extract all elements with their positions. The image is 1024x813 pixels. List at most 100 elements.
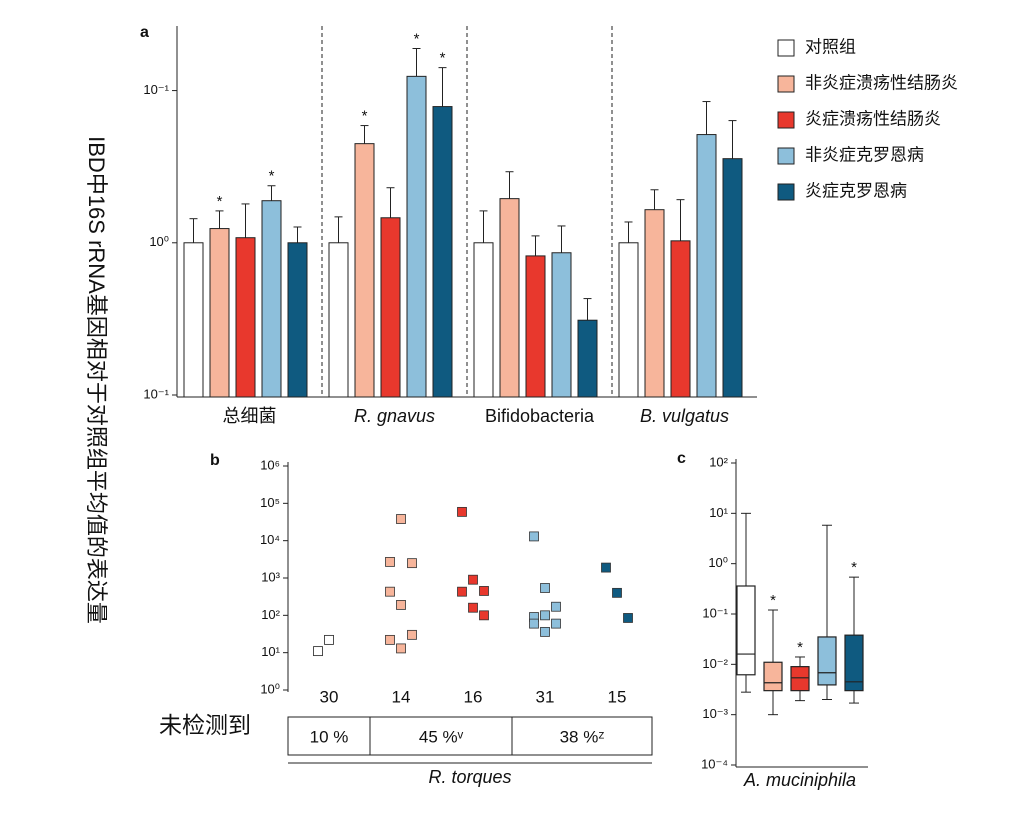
y-tick-label: 10⁻¹ bbox=[143, 386, 169, 401]
y-tick-label: 10⁻¹ bbox=[702, 605, 728, 620]
significance-mark: * bbox=[414, 30, 420, 47]
count-label: 14 bbox=[392, 687, 411, 706]
bar bbox=[380, 217, 401, 398]
point bbox=[396, 600, 406, 610]
significance-mark: * bbox=[362, 108, 368, 125]
bar bbox=[525, 255, 546, 398]
y-tick-label: 10⁴ bbox=[260, 532, 280, 547]
count-label: 31 bbox=[536, 687, 555, 706]
y-tick-label: 10⁶ bbox=[260, 457, 280, 472]
legend-swatch bbox=[777, 147, 795, 165]
y-tick-label: 10⁵ bbox=[260, 495, 280, 510]
y-tick-label: 10² bbox=[261, 607, 280, 622]
bar bbox=[261, 200, 282, 398]
significance-mark: * bbox=[269, 168, 275, 185]
bar bbox=[406, 75, 427, 398]
point bbox=[623, 613, 633, 623]
significance-mark: * bbox=[217, 193, 223, 210]
category-label: R. gnavus bbox=[354, 406, 435, 426]
y-tick-label: 10⁰ bbox=[149, 234, 169, 249]
point bbox=[468, 602, 478, 613]
box bbox=[844, 634, 864, 692]
not-detected-cell: 45 %ᵛ bbox=[419, 727, 464, 746]
point bbox=[385, 586, 395, 597]
x-axis-label: A. muciniphila bbox=[743, 770, 856, 790]
y-tick-label: 10² bbox=[709, 454, 728, 469]
legend-label: 非炎症克罗恩病 bbox=[805, 145, 924, 164]
legend-swatch bbox=[777, 39, 795, 57]
panel-letter: c bbox=[677, 450, 686, 467]
table-frame bbox=[287, 716, 653, 756]
not-detected-label: 未检测到 bbox=[159, 712, 251, 738]
box bbox=[790, 666, 810, 692]
bar bbox=[287, 242, 308, 398]
y-tick-label: 10⁰ bbox=[260, 681, 280, 696]
bar bbox=[473, 242, 494, 398]
bar bbox=[722, 158, 743, 398]
legend-label: 对照组 bbox=[805, 37, 856, 56]
point bbox=[324, 634, 334, 645]
y-tick-label: 10¹ bbox=[261, 644, 280, 659]
bar bbox=[551, 252, 572, 398]
bar bbox=[577, 319, 598, 398]
not-detected-cell: 10 % bbox=[310, 727, 349, 746]
y-tick-label: 10³ bbox=[261, 569, 280, 584]
legend-swatch bbox=[777, 75, 795, 93]
point bbox=[407, 629, 417, 640]
bar bbox=[670, 240, 691, 398]
point bbox=[479, 586, 489, 596]
point bbox=[468, 574, 478, 585]
bar bbox=[499, 198, 520, 398]
panel-letter: b bbox=[210, 452, 220, 469]
significance-mark: * bbox=[797, 639, 803, 656]
shared-y-label: IBD中16S rRNA基因相对于对照组平均值的表达量 bbox=[84, 136, 109, 624]
bar bbox=[432, 106, 453, 398]
bar bbox=[696, 134, 717, 398]
point bbox=[540, 626, 550, 637]
panel-letter: a bbox=[140, 24, 149, 41]
bar bbox=[354, 143, 375, 398]
significance-mark: * bbox=[851, 559, 857, 576]
point bbox=[540, 610, 550, 621]
legend-label: 非炎症溃疡性结肠炎 bbox=[805, 73, 958, 92]
point bbox=[385, 634, 395, 645]
bar bbox=[618, 242, 639, 398]
box bbox=[817, 636, 837, 686]
point bbox=[601, 562, 611, 573]
y-tick-label: 10⁻¹ bbox=[143, 82, 169, 97]
y-tick-label: 10⁻³ bbox=[702, 706, 728, 721]
legend-label: 炎症克罗恩病 bbox=[805, 181, 907, 200]
category-label: B. vulgatus bbox=[640, 406, 729, 426]
category-label: 总细菌 bbox=[223, 406, 277, 426]
point bbox=[385, 556, 395, 567]
count-label: 16 bbox=[464, 687, 483, 706]
legend-swatch bbox=[777, 111, 795, 129]
bar bbox=[209, 228, 230, 398]
y-tick-label: 10⁻² bbox=[702, 656, 728, 671]
point bbox=[313, 646, 323, 657]
point bbox=[612, 587, 622, 598]
point bbox=[407, 558, 417, 569]
y-tick-label: 10¹ bbox=[709, 505, 728, 520]
box bbox=[736, 585, 756, 676]
significance-mark: * bbox=[770, 592, 776, 609]
count-label: 30 bbox=[320, 687, 339, 706]
x-axis-label: R. torques bbox=[428, 767, 511, 787]
legend-label: 炎症溃疡性结肠炎 bbox=[805, 109, 941, 128]
legend-swatch bbox=[777, 183, 795, 201]
bar bbox=[235, 237, 256, 398]
category-label: Bifidobacteria bbox=[485, 406, 595, 426]
point bbox=[529, 531, 539, 542]
bar bbox=[644, 209, 665, 398]
point bbox=[529, 618, 539, 629]
significance-mark: * bbox=[440, 50, 446, 67]
point bbox=[551, 618, 561, 629]
bar bbox=[183, 242, 204, 398]
point bbox=[457, 506, 467, 517]
point bbox=[479, 610, 489, 621]
point bbox=[457, 586, 467, 597]
point bbox=[396, 514, 406, 524]
point bbox=[551, 601, 561, 612]
y-tick-label: 10⁰ bbox=[708, 555, 728, 570]
